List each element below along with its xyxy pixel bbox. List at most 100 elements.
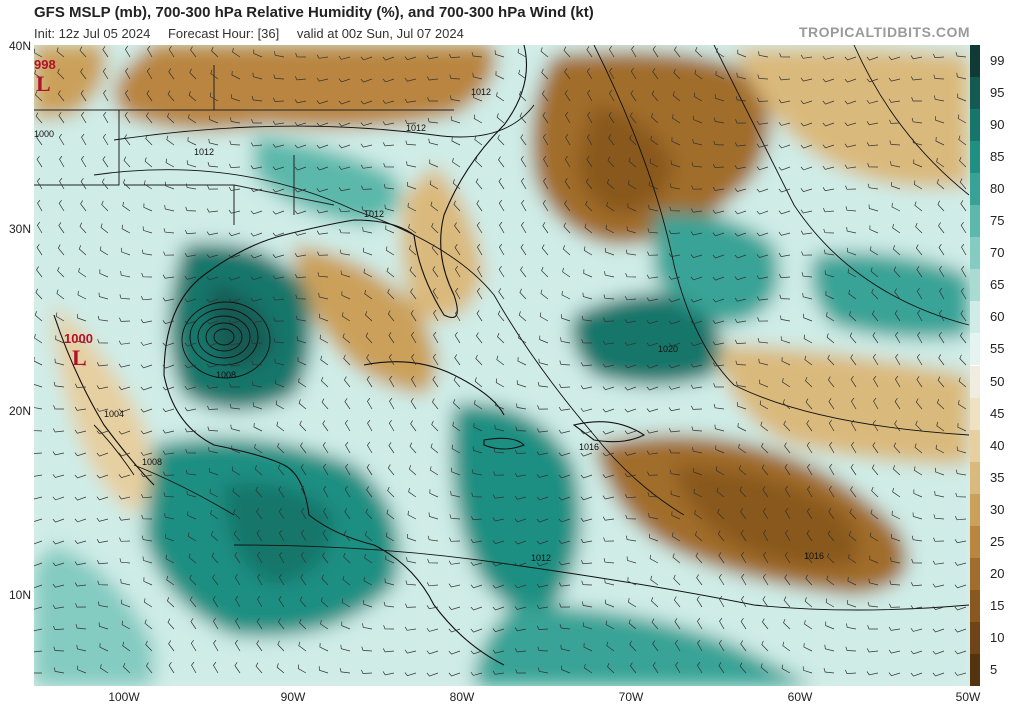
wind-barb [668, 385, 681, 390]
wind-barb [938, 265, 945, 278]
wind-barb [848, 311, 857, 322]
wind-barb [382, 648, 395, 653]
colorbar-step: 75 [970, 205, 1024, 238]
wind-barb [564, 177, 571, 190]
low-pressure-1000[interactable]: 1000 L [64, 331, 93, 370]
wind-barb [166, 575, 175, 586]
wind-barb [341, 621, 351, 630]
wind-barb [580, 430, 593, 435]
wind-barb [119, 317, 131, 322]
wind-barb [294, 253, 307, 257]
colorbar-label: 50 [990, 373, 1005, 389]
wind-barb [785, 507, 791, 520]
wind-barb [276, 663, 285, 674]
wind-barb [162, 386, 175, 391]
wind-barb [184, 385, 197, 390]
wind-barb [100, 664, 109, 674]
wind-barb [915, 420, 923, 432]
wind-barb [894, 309, 901, 322]
wind-barb [625, 249, 637, 256]
wind-barb [758, 358, 769, 366]
wind-barb [498, 265, 505, 278]
wind-barb [673, 46, 681, 58]
colorbar-step: 10 [970, 621, 1024, 654]
wind-barb [800, 188, 813, 193]
wind-barb [408, 245, 417, 256]
wind-barb [893, 442, 901, 454]
wind-barb [955, 469, 967, 476]
wind-barb [714, 94, 725, 102]
wind-barb [917, 309, 923, 322]
colorbar-label: 35 [990, 469, 1005, 485]
wind-barb [889, 603, 901, 608]
wind-barb [602, 430, 615, 435]
wind-barb [166, 597, 175, 608]
wind-barb [850, 375, 857, 388]
wind-barb [316, 100, 329, 105]
wind-barb [338, 208, 351, 213]
wind-barb [668, 298, 681, 303]
wind-barb [121, 247, 131, 256]
wind-barb [140, 319, 153, 324]
wind-barb [407, 181, 417, 190]
wind-barb [97, 580, 109, 586]
wind-barb [669, 469, 681, 476]
wind-barb [872, 442, 879, 454]
wind-barb [228, 163, 241, 168]
wind-barb [364, 289, 373, 300]
wind-barb [142, 556, 153, 564]
wind-barb [57, 68, 65, 80]
wind-barb [272, 275, 285, 280]
wind-barb [848, 554, 857, 564]
weather-map[interactable]: 998 L 1000 L 1012 1012 1012 1012 1008 10… [34, 45, 970, 686]
isobar-label: 1000 [34, 129, 54, 139]
wind-barb [800, 122, 813, 127]
colorbar-step: 25 [970, 525, 1024, 558]
wind-barb [300, 463, 307, 476]
wind-barb [190, 639, 197, 652]
wind-barb [344, 485, 351, 498]
wind-barb [234, 552, 241, 564]
wind-barb [827, 552, 835, 564]
colorbar-swatch [970, 589, 980, 622]
wind-barb [36, 221, 43, 234]
wind-barb [514, 540, 527, 545]
wind-barb [778, 121, 791, 126]
wind-barb [669, 448, 681, 454]
wind-barb [583, 246, 593, 256]
wind-barb [145, 662, 153, 674]
wind-barb [296, 336, 307, 344]
wind-barb [470, 671, 483, 676]
wind-barb [470, 628, 483, 633]
wind-barb [475, 178, 483, 190]
wind-barb [55, 335, 65, 344]
wind-barb [690, 276, 703, 281]
wind-barb [756, 166, 769, 171]
wind-barb [826, 312, 835, 322]
wind-barb [338, 187, 351, 192]
wind-barb [207, 185, 219, 190]
low-pressure-998[interactable]: 998 L [34, 57, 56, 96]
wind-barb [756, 120, 769, 125]
wind-barb [783, 596, 791, 608]
wind-barb [669, 183, 681, 190]
svg-text:998: 998 [34, 57, 56, 72]
wind-barb [294, 273, 307, 279]
wind-barb [141, 249, 153, 256]
wind-barb [209, 467, 219, 476]
wind-barb [470, 606, 483, 611]
wind-barb [99, 643, 109, 652]
wind-barb [646, 408, 659, 413]
colorbar-swatch [970, 493, 980, 526]
wind-barb [806, 529, 813, 542]
wind-barb [605, 247, 615, 256]
wind-barb [891, 202, 901, 212]
wind-barb [712, 320, 725, 324]
wind-barb [913, 159, 923, 168]
wind-barb [426, 650, 439, 655]
wind-barb [123, 156, 131, 168]
wind-barb [603, 317, 615, 322]
wind-barb [118, 386, 131, 391]
wind-barb [209, 92, 219, 102]
wind-barb [250, 297, 263, 302]
